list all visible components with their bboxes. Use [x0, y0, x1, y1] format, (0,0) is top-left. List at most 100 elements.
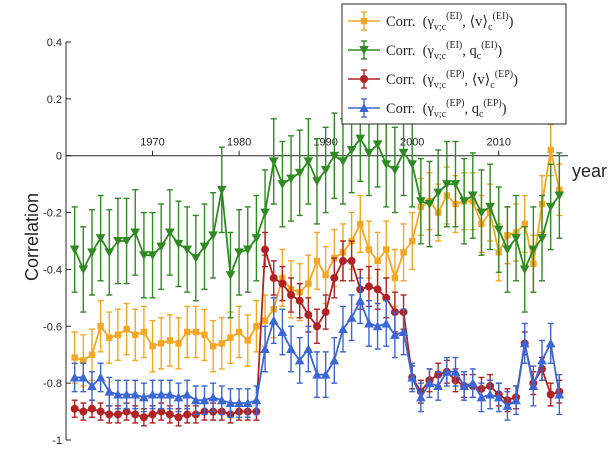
y-axis-label: Correlation	[22, 193, 42, 281]
data-point	[502, 401, 513, 410]
y-tick-label: -0.8	[43, 378, 62, 390]
legend-label: Corr. (γv;c(EP), qc(EP))	[386, 98, 507, 120]
data-point	[175, 340, 182, 347]
data-point	[424, 378, 435, 388]
data-point	[216, 185, 227, 195]
data-point	[71, 354, 78, 361]
data-point	[416, 392, 426, 402]
data-point	[227, 334, 234, 341]
data-point	[269, 273, 278, 282]
data-point	[244, 337, 251, 344]
data-point	[433, 381, 443, 390]
data-point	[450, 366, 461, 376]
data-point	[69, 245, 80, 255]
data-point	[106, 334, 113, 341]
data-point	[528, 381, 539, 390]
data-point	[545, 202, 556, 212]
data-point	[424, 200, 435, 209]
data-point	[113, 410, 122, 419]
data-point	[147, 251, 158, 261]
legend: Corr. (γv;c(EI), ⟨v⟩c(EI)) Corr. (γv;c(EI…	[341, 3, 567, 125]
data-point	[433, 188, 443, 198]
series-2	[69, 95, 565, 319]
y-tick-label: 0.4	[47, 37, 62, 49]
data-point	[398, 327, 409, 336]
data-point	[365, 246, 373, 253]
data-point	[140, 328, 148, 336]
data-point	[294, 168, 305, 178]
data-point	[87, 381, 97, 390]
y-tick-label: -0.6	[43, 321, 62, 333]
data-point	[139, 413, 148, 422]
data-point	[242, 245, 253, 255]
data-point	[191, 254, 201, 263]
data-point	[105, 410, 114, 419]
data-point	[519, 338, 530, 348]
data-point	[147, 389, 158, 399]
data-point	[122, 407, 131, 416]
data-point	[400, 249, 407, 256]
legend-label: Corr. (γv;c(EI), ⟨v⟩c(EI))	[386, 11, 514, 33]
data-point	[183, 328, 191, 336]
series-4	[69, 277, 565, 421]
data-point	[216, 395, 227, 405]
legend-item: Corr. (γv;c(EP), ⟨v⟩c(EP))	[348, 69, 518, 91]
data-point	[287, 291, 296, 300]
x-tick-label: 1970	[140, 137, 164, 149]
data-point	[130, 389, 141, 399]
data-point	[113, 389, 123, 399]
data-point	[261, 245, 270, 254]
data-point	[165, 410, 174, 419]
data-point	[416, 197, 426, 206]
data-point	[398, 148, 409, 158]
data-point	[390, 165, 400, 175]
data-point	[545, 338, 556, 348]
data-point	[554, 389, 565, 399]
data-point	[173, 239, 184, 249]
data-point	[493, 225, 504, 235]
data-point	[346, 146, 357, 155]
data-point	[209, 342, 217, 350]
data-point	[320, 369, 331, 379]
data-point	[450, 180, 461, 189]
legend-item: Corr. (γv;c(EP), qc(EP))	[348, 98, 507, 120]
data-point	[104, 386, 115, 396]
data-point	[78, 265, 89, 275]
legend-label: Corr. (γv;c(EP), ⟨v⟩c(EP))	[386, 69, 518, 91]
data-point	[173, 392, 184, 402]
data-point	[70, 404, 79, 413]
data-point	[391, 274, 399, 282]
data-point	[225, 271, 236, 280]
data-point	[158, 340, 165, 347]
data-point	[313, 322, 321, 331]
data-point	[547, 146, 554, 154]
data-point	[253, 323, 260, 330]
data-point	[156, 389, 167, 399]
data-point	[208, 392, 218, 402]
legend-label: Corr. (γv;c(EI), qc(EI))	[386, 40, 502, 62]
data-point	[96, 407, 105, 416]
data-point	[329, 151, 340, 161]
data-point	[121, 389, 132, 399]
data-point	[347, 256, 356, 265]
legend-box	[341, 3, 567, 125]
data-point	[191, 395, 201, 405]
data-point	[485, 202, 495, 212]
legend-marker	[360, 17, 368, 25]
data-point	[493, 392, 504, 402]
y-tick-label: -0.4	[43, 264, 62, 276]
data-point	[476, 208, 487, 218]
y-tick-label: -0.2	[43, 208, 62, 220]
data-point	[355, 134, 366, 144]
legend-item: Corr. (γv;c(EI), ⟨v⟩c(EI))	[348, 11, 514, 33]
data-point	[97, 323, 104, 330]
data-point	[364, 148, 374, 158]
data-point	[294, 355, 305, 365]
data-point	[442, 366, 452, 376]
data-point	[346, 312, 357, 322]
data-point	[79, 407, 88, 416]
data-point	[268, 315, 279, 325]
data-point	[78, 372, 89, 382]
data-point	[409, 237, 416, 245]
